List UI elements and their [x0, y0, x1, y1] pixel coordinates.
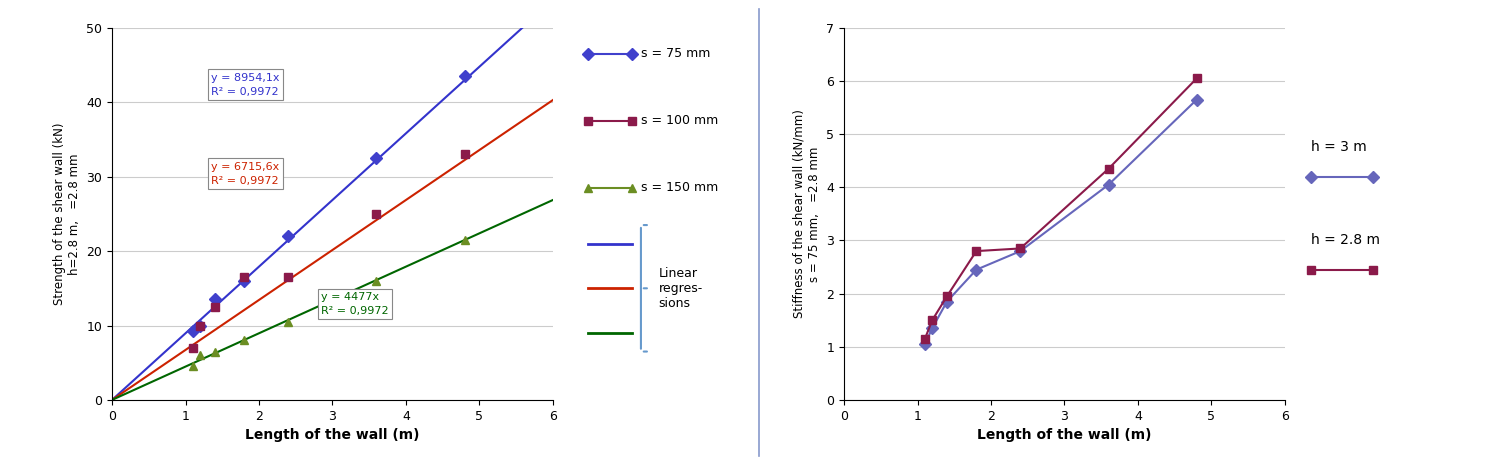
Text: Linear
regres-
sions: Linear regres- sions	[659, 267, 702, 310]
Text: y = 6715,6x
R² = 0,9972: y = 6715,6x R² = 0,9972	[211, 162, 279, 186]
Text: s = 150 mm: s = 150 mm	[641, 181, 719, 194]
Text: s = 75 mm: s = 75 mm	[641, 47, 710, 60]
Text: s = 100 mm: s = 100 mm	[641, 114, 719, 127]
Text: h = 2.8 m: h = 2.8 m	[1312, 233, 1380, 247]
Text: h = 3 m: h = 3 m	[1312, 140, 1367, 154]
X-axis label: Length of the wall (m): Length of the wall (m)	[245, 428, 420, 442]
X-axis label: Length of the wall (m): Length of the wall (m)	[977, 428, 1152, 442]
Y-axis label: Strength of the shear wall (kN)
h=2.8 m,   =2.8 mm: Strength of the shear wall (kN) h=2.8 m,…	[52, 123, 81, 305]
Text: y = 4477x
R² = 0,9972: y = 4477x R² = 0,9972	[321, 292, 388, 316]
Y-axis label: Stiffness of the shear wall (kN/mm)
s = 75 mm,   =2.8 mm: Stiffness of the shear wall (kN/mm) s = …	[793, 109, 820, 319]
Text: y = 8954,1x
R² = 0,9972: y = 8954,1x R² = 0,9972	[211, 73, 279, 97]
